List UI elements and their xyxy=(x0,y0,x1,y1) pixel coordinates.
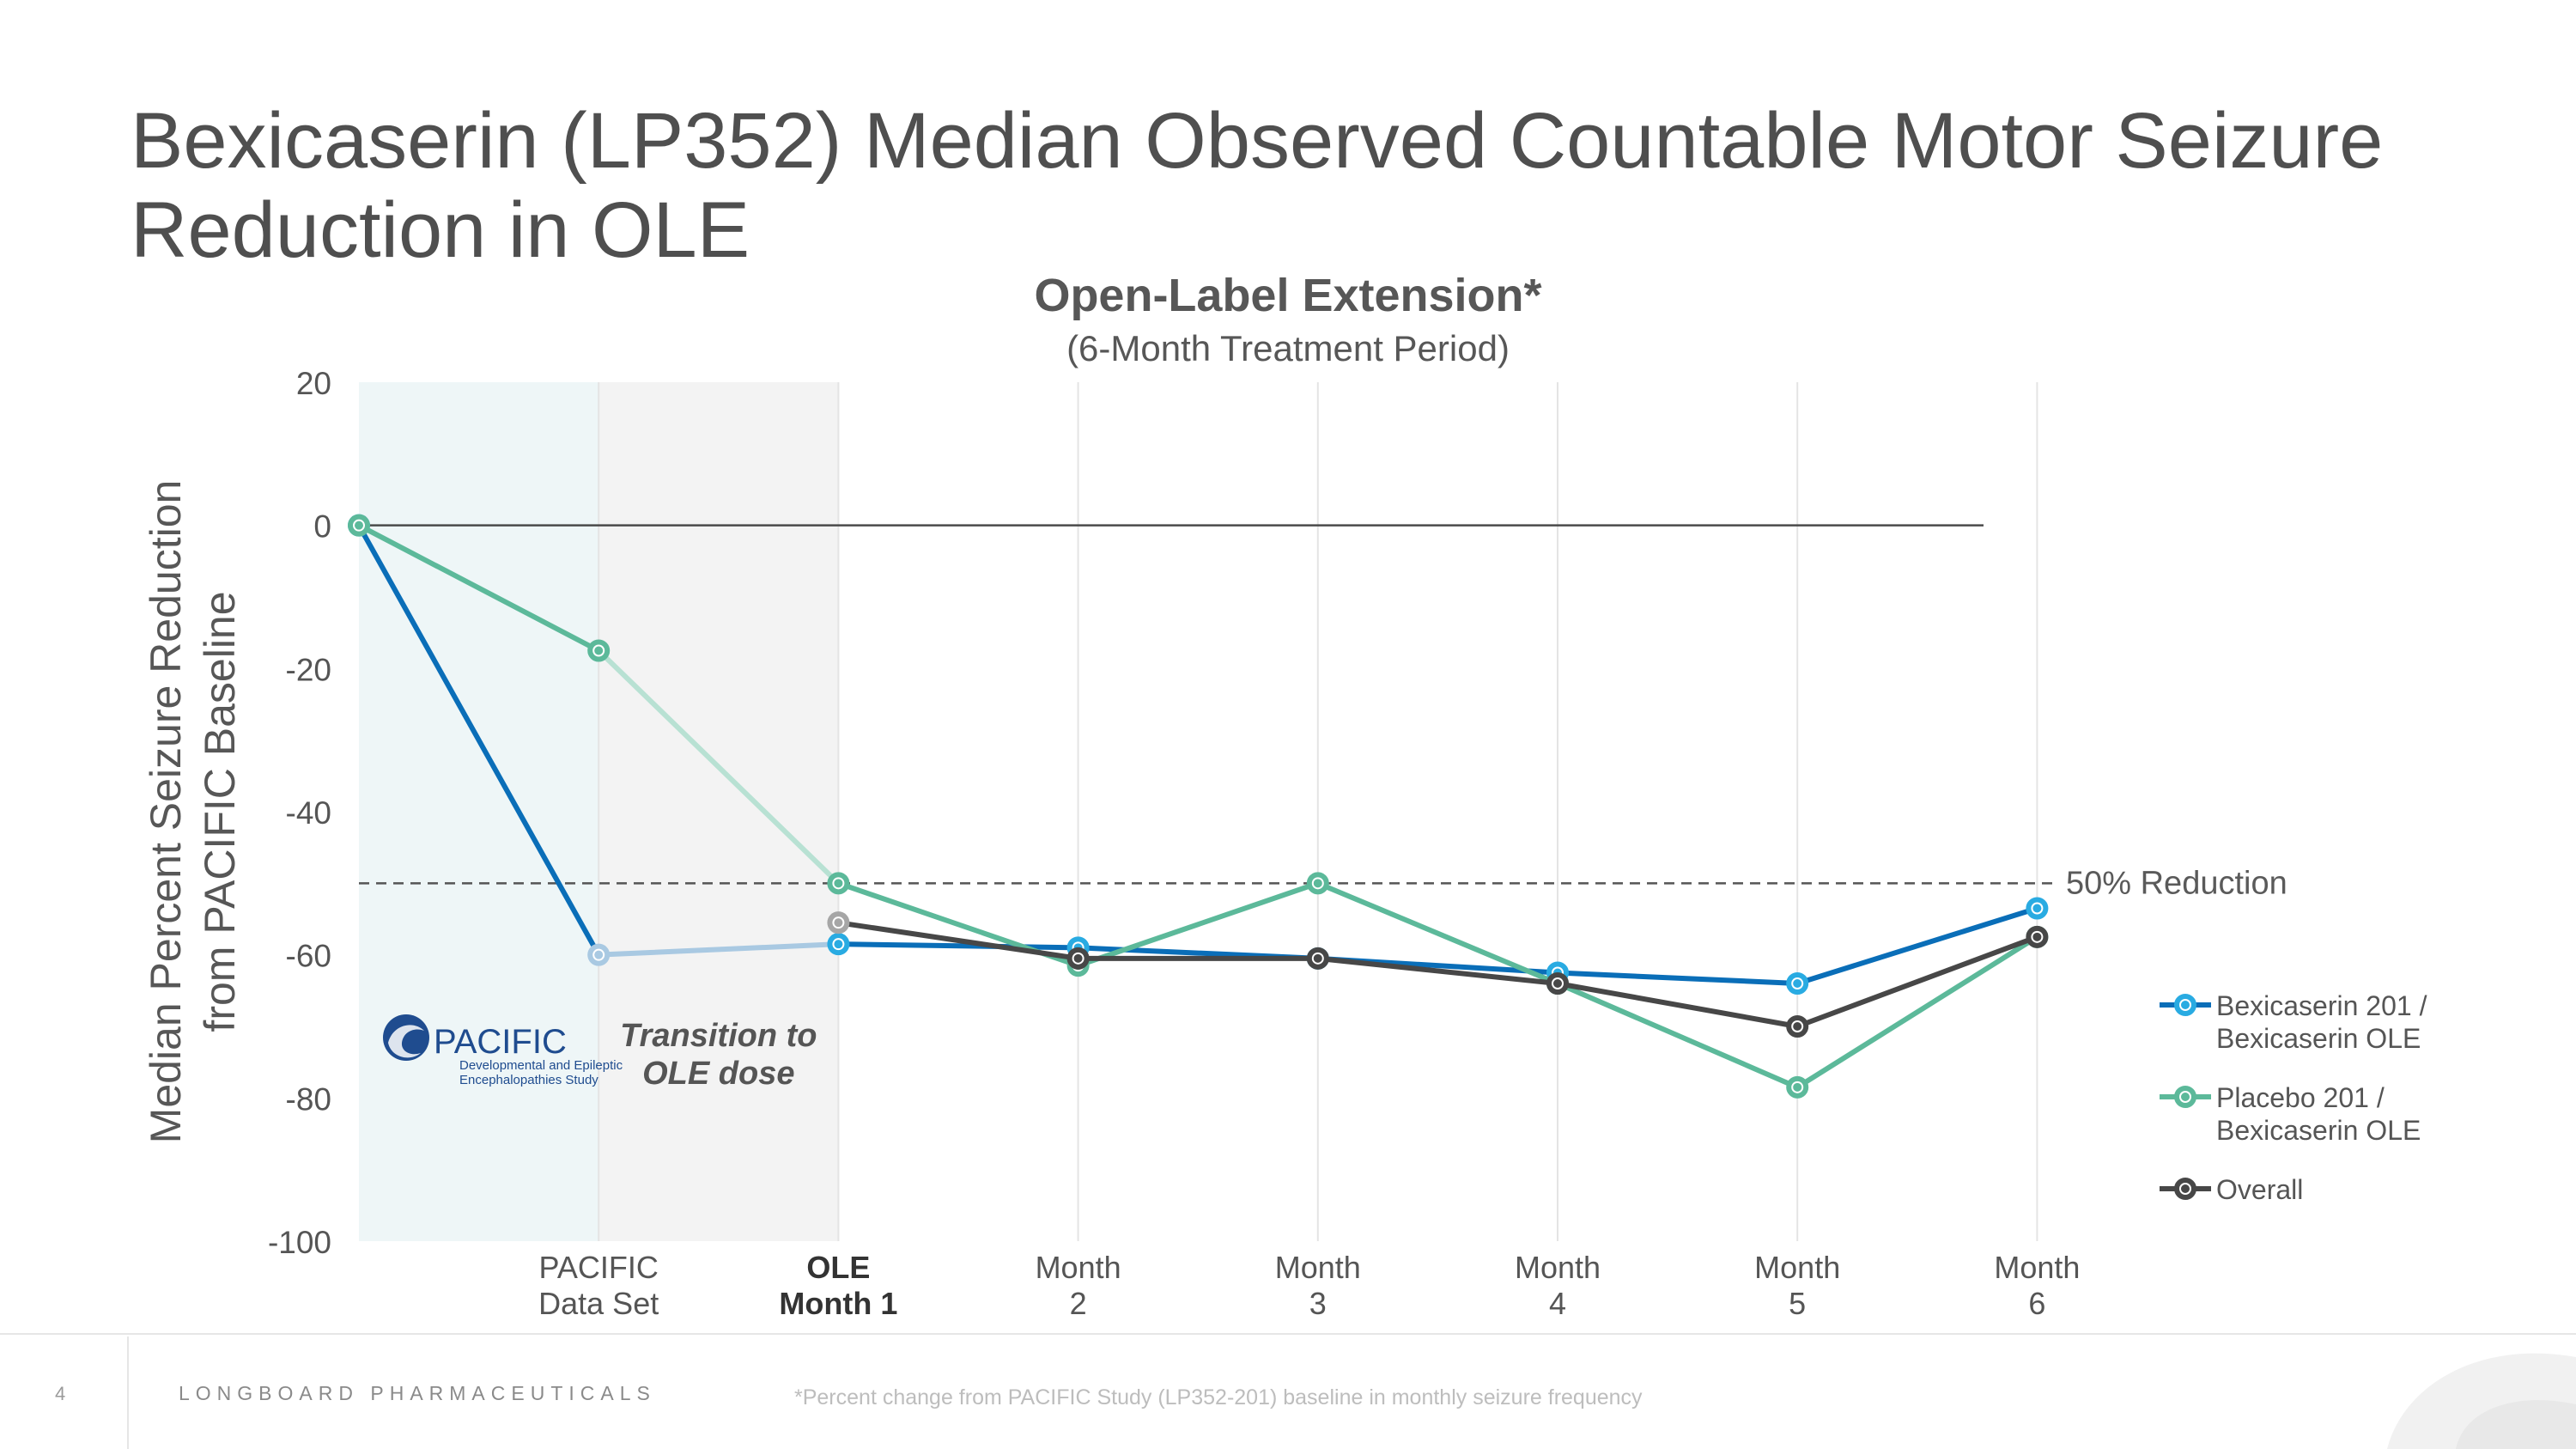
data-point-core xyxy=(1073,953,1083,963)
longboard-logo-mark-icon xyxy=(2387,1353,2576,1449)
data-point-core xyxy=(834,879,843,888)
x-tick-label: Month xyxy=(1036,1250,1121,1285)
series-segment xyxy=(1075,880,1321,969)
data-point-core xyxy=(1553,979,1562,988)
data-point-core xyxy=(1793,1022,1802,1031)
series-segment xyxy=(1555,981,1801,1029)
reference-line-label: 50% Reduction xyxy=(2066,865,2287,901)
legend-item: Bexicaserin 201 /Bexicaserin OLE xyxy=(2160,990,2427,1054)
legend-label: Overall xyxy=(2216,1174,2303,1205)
series-1 xyxy=(348,514,2049,995)
x-tick-label: 3 xyxy=(1309,1286,1327,1321)
data-point-core xyxy=(1793,979,1802,988)
data-point-core xyxy=(1313,879,1322,888)
series-segment xyxy=(835,920,1081,961)
transition-label-line1: Transition to xyxy=(620,1018,817,1054)
legend-label: Placebo 201 / xyxy=(2216,1082,2385,1113)
x-tick-label: 6 xyxy=(2028,1286,2045,1321)
series-segment xyxy=(1795,934,2040,1090)
x-tick-label: PACIFIC xyxy=(539,1250,659,1285)
y-tick-label: -20 xyxy=(286,652,331,687)
series-segment xyxy=(835,941,1081,951)
y-tick-label: -40 xyxy=(286,795,331,831)
x-tick-label: 2 xyxy=(1070,1286,1087,1321)
series-layer xyxy=(348,514,2049,1099)
y-tick-label: -60 xyxy=(286,939,331,974)
x-tick-label: Data Set xyxy=(538,1286,659,1321)
series-3 xyxy=(827,911,2049,1038)
series-segment xyxy=(1315,955,1560,986)
series-segment xyxy=(356,522,602,958)
legend-label: Bexicaserin OLE xyxy=(2216,1115,2421,1146)
footnote: *Percent change from PACIFIC Study (LP35… xyxy=(794,1385,1643,1409)
series-2 xyxy=(348,514,2049,1099)
slide-title: Bexicaserin (LP352) Median Observed Coun… xyxy=(131,97,2384,274)
data-point-core xyxy=(834,918,843,928)
data-point-core xyxy=(594,646,604,655)
pacific-logo-subtitle-1: Developmental and Epileptic xyxy=(459,1058,623,1073)
y-tick-label: -100 xyxy=(268,1225,331,1260)
data-point-core xyxy=(2032,932,2042,941)
x-tick-label: Month xyxy=(1515,1250,1601,1285)
x-tick-label: 4 xyxy=(1549,1286,1566,1321)
y-axis-label: Median Percent Seizure Reduction from PA… xyxy=(142,480,244,1144)
data-point-core xyxy=(355,521,363,530)
y-axis-label-line2: from PACIFIC Baseline xyxy=(196,591,244,1032)
data-point-core xyxy=(1793,1082,1802,1092)
series-segment xyxy=(596,648,841,886)
transition-label-line2: OLE dose xyxy=(642,1056,794,1092)
x-tick-label: Month 1 xyxy=(779,1286,897,1321)
company-name: LONGBOARD PHARMACEUTICALS xyxy=(179,1382,656,1404)
y-tick-label: -80 xyxy=(286,1081,331,1117)
legend-marker-core xyxy=(2181,1001,2190,1009)
x-tick-label: Month xyxy=(1754,1250,1840,1285)
series-segment xyxy=(1315,880,1560,986)
legend-item: Placebo 201 /Bexicaserin OLE xyxy=(2160,1082,2421,1146)
data-point-core xyxy=(1313,953,1322,963)
y-axis-ticks: 20 0 -20 -40 -60 -80 -100 xyxy=(268,366,331,1260)
chart-title: Open-Label Extension* xyxy=(1034,270,1541,321)
pacific-logo: PACIFIC Developmental and Epileptic Ence… xyxy=(383,1014,623,1087)
chart-subtitle: (6-Month Treatment Period) xyxy=(1066,328,1510,368)
data-point-core xyxy=(2032,904,2042,913)
series-segment xyxy=(1555,970,1801,986)
y-tick-label: 20 xyxy=(296,366,331,401)
series-segment xyxy=(596,941,841,958)
data-point-core xyxy=(834,940,843,949)
legend-item: Overall xyxy=(2160,1174,2303,1205)
pacific-data-band xyxy=(359,382,599,1241)
x-tick-label: 5 xyxy=(1789,1286,1806,1321)
x-tick-label: Month xyxy=(1275,1250,1361,1285)
series-segment xyxy=(1555,981,1801,1090)
footer-divider xyxy=(0,1333,2576,1335)
x-tick-label: OLE xyxy=(806,1250,870,1285)
page-number: 4 xyxy=(55,1383,66,1404)
pacific-logo-name: PACIFIC xyxy=(434,1023,567,1061)
legend: Bexicaserin 201 /Bexicaserin OLEPlacebo … xyxy=(2160,990,2427,1205)
series-segment xyxy=(1795,905,2040,986)
legend-marker-core xyxy=(2181,1093,2190,1101)
transition-band xyxy=(598,382,839,1241)
legend-label: Bexicaserin 201 / xyxy=(2216,990,2427,1021)
pacific-wave-curl xyxy=(388,1025,424,1058)
x-tick-label: Month xyxy=(1994,1250,2080,1285)
series-segment xyxy=(356,522,602,654)
legend-label: Bexicaserin OLE xyxy=(2216,1023,2421,1054)
y-axis-label-line1: Median Percent Seizure Reduction xyxy=(142,480,190,1144)
y-tick-label: 0 xyxy=(313,509,331,545)
legend-marker-core xyxy=(2181,1184,2190,1193)
data-point-core xyxy=(594,950,604,959)
series-segment xyxy=(1795,934,2040,1029)
footer-vertical-divider xyxy=(127,1336,129,1449)
pacific-logo-subtitle-2: Encephalopathies Study xyxy=(459,1073,598,1087)
